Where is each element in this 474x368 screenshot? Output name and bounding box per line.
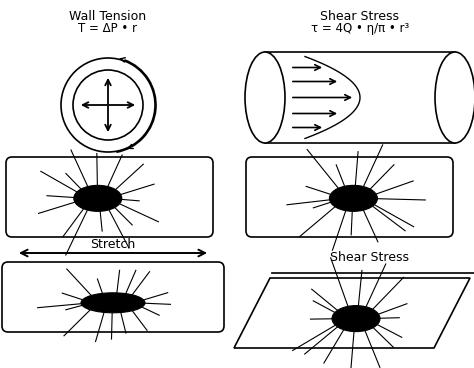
FancyBboxPatch shape [2, 262, 224, 332]
Ellipse shape [245, 52, 285, 143]
Ellipse shape [74, 185, 122, 211]
Text: Wall Tension: Wall Tension [69, 10, 146, 23]
Polygon shape [234, 278, 470, 348]
Text: Stretch: Stretch [91, 238, 136, 251]
FancyBboxPatch shape [246, 157, 453, 237]
Text: τ = 4Q • η/π • r³: τ = 4Q • η/π • r³ [311, 22, 409, 35]
Ellipse shape [435, 52, 474, 143]
Ellipse shape [332, 305, 380, 332]
Text: T = ΔP • r: T = ΔP • r [79, 22, 137, 35]
Ellipse shape [81, 293, 145, 313]
FancyBboxPatch shape [6, 157, 213, 237]
Text: Shear Stress: Shear Stress [320, 10, 400, 23]
Text: Shear Stress: Shear Stress [330, 251, 410, 264]
Ellipse shape [329, 185, 377, 211]
